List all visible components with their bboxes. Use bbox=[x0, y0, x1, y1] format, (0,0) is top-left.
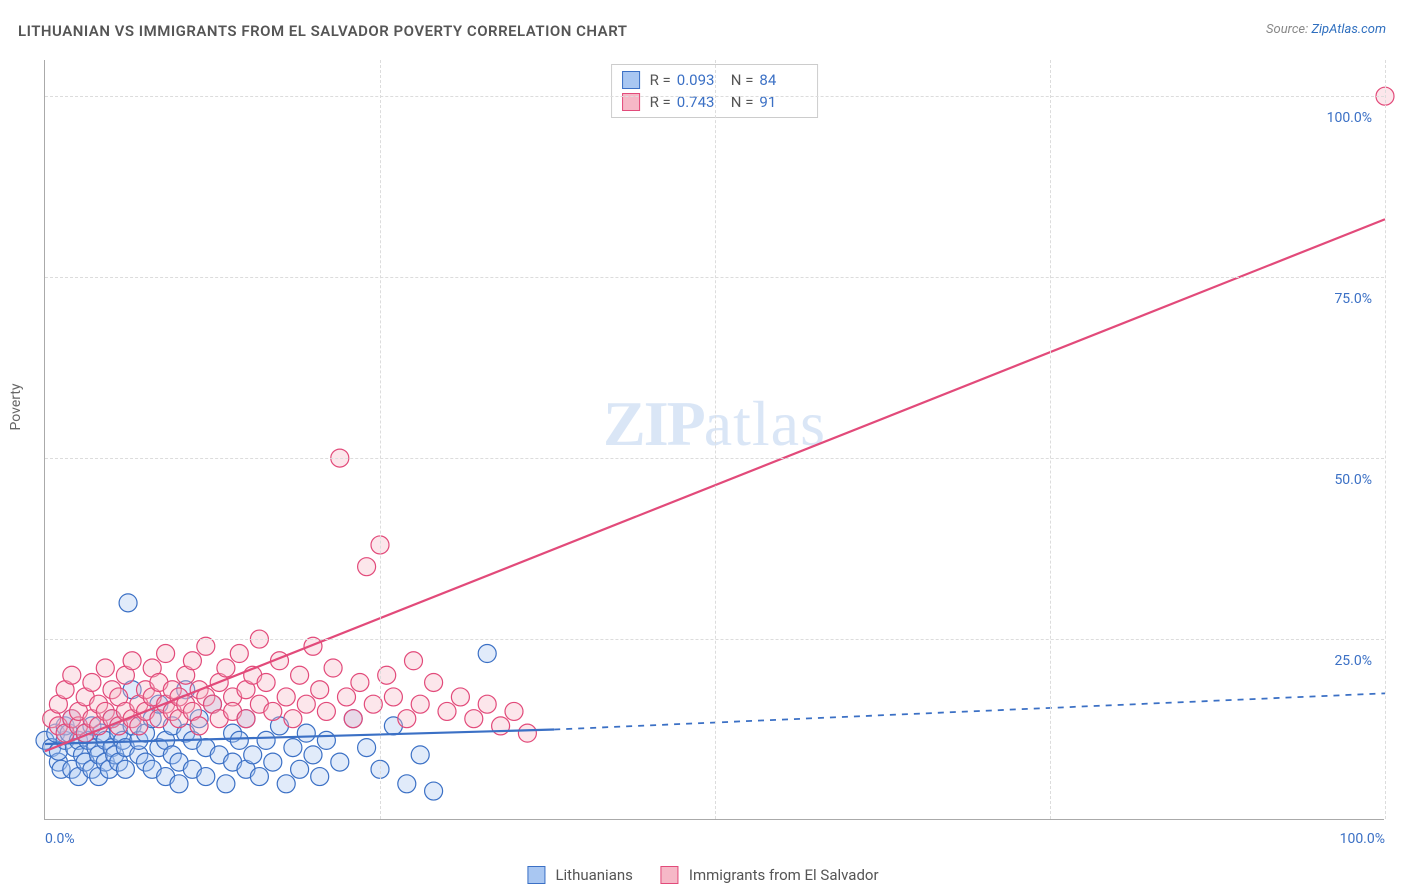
scatter-point-lithuanians bbox=[425, 782, 443, 800]
scatter-point-lithuanians bbox=[311, 768, 329, 786]
scatter-point-lithuanians bbox=[291, 760, 309, 778]
scatter-point-el-salvador bbox=[384, 688, 402, 706]
scatter-point-lithuanians bbox=[317, 731, 335, 749]
y-tick-label: 25.0% bbox=[1334, 653, 1372, 669]
scatter-point-lithuanians bbox=[411, 746, 429, 764]
stats-r-label: R = bbox=[650, 71, 671, 89]
scatter-point-lithuanians bbox=[284, 739, 302, 757]
gridline-v bbox=[1050, 60, 1051, 819]
scatter-point-el-salvador bbox=[338, 688, 356, 706]
scatter-point-el-salvador bbox=[324, 659, 342, 677]
scatter-point-el-salvador bbox=[284, 710, 302, 728]
scatter-point-el-salvador bbox=[358, 558, 376, 576]
scatter-point-el-salvador bbox=[311, 681, 329, 699]
chart-container: LITHUANIAN VS IMMIGRANTS FROM EL SALVADO… bbox=[0, 0, 1406, 892]
scatter-point-el-salvador bbox=[317, 702, 335, 720]
legend-swatch bbox=[661, 866, 679, 884]
scatter-point-el-salvador bbox=[411, 695, 429, 713]
regression-line-dash-lithuanians bbox=[554, 693, 1385, 729]
plot-area: ZIPatlas R =0.093N =84R =0.743N =91 25.0… bbox=[44, 60, 1384, 820]
legend-bottom: Lithuanians Immigrants from El Salvador bbox=[527, 866, 878, 884]
legend-label: Lithuanians bbox=[555, 866, 632, 884]
scatter-point-lithuanians bbox=[197, 768, 215, 786]
scatter-point-el-salvador bbox=[277, 688, 295, 706]
gridline-v bbox=[1385, 60, 1386, 819]
scatter-point-lithuanians bbox=[297, 724, 315, 742]
scatter-point-lithuanians bbox=[250, 768, 268, 786]
source-attribution: Source: ZipAtlas.com bbox=[1266, 22, 1386, 37]
scatter-point-el-salvador bbox=[425, 673, 443, 691]
scatter-point-lithuanians bbox=[398, 775, 416, 793]
scatter-point-el-salvador bbox=[264, 702, 282, 720]
scatter-point-el-salvador bbox=[183, 652, 201, 670]
scatter-point-lithuanians bbox=[264, 753, 282, 771]
scatter-point-el-salvador bbox=[291, 666, 309, 684]
scatter-point-el-salvador bbox=[465, 710, 483, 728]
y-tick-label: 50.0% bbox=[1334, 472, 1372, 488]
stats-n-label: N = bbox=[731, 71, 754, 89]
source-prefix: Source: bbox=[1266, 22, 1311, 37]
y-tick-label: 75.0% bbox=[1334, 291, 1372, 307]
scatter-point-lithuanians bbox=[244, 746, 262, 764]
scatter-point-el-salvador bbox=[217, 659, 235, 677]
legend-swatch bbox=[527, 866, 545, 884]
source-link[interactable]: ZipAtlas.com bbox=[1311, 22, 1386, 37]
scatter-point-el-salvador bbox=[96, 659, 114, 677]
scatter-point-el-salvador bbox=[451, 688, 469, 706]
gridline-v bbox=[380, 60, 381, 819]
scatter-point-el-salvador bbox=[257, 673, 275, 691]
x-tick-label: 0.0% bbox=[45, 831, 75, 847]
scatter-point-lithuanians bbox=[277, 775, 295, 793]
scatter-point-lithuanians bbox=[257, 731, 275, 749]
scatter-point-el-salvador bbox=[478, 695, 496, 713]
scatter-point-lithuanians bbox=[230, 731, 248, 749]
scatter-point-lithuanians bbox=[304, 746, 322, 764]
scatter-point-lithuanians bbox=[478, 645, 496, 663]
y-tick-label: 100.0% bbox=[1327, 110, 1372, 126]
scatter-point-el-salvador bbox=[405, 652, 423, 670]
scatter-point-el-salvador bbox=[398, 710, 416, 728]
scatter-point-lithuanians bbox=[331, 753, 349, 771]
stats-n-value: 84 bbox=[759, 71, 807, 89]
scatter-point-el-salvador bbox=[297, 695, 315, 713]
legend-label: Immigrants from El Salvador bbox=[689, 866, 879, 884]
gridline-v bbox=[715, 60, 716, 819]
scatter-point-lithuanians bbox=[170, 775, 188, 793]
scatter-point-el-salvador bbox=[123, 652, 141, 670]
scatter-point-el-salvador bbox=[237, 710, 255, 728]
legend-item: Lithuanians bbox=[527, 866, 632, 884]
scatter-point-el-salvador bbox=[351, 673, 369, 691]
y-axis-label: Poverty bbox=[8, 383, 24, 430]
scatter-point-el-salvador bbox=[518, 724, 536, 742]
stats-swatch bbox=[622, 71, 640, 89]
legend-item: Immigrants from El Salvador bbox=[661, 866, 879, 884]
scatter-point-lithuanians bbox=[217, 775, 235, 793]
scatter-point-el-salvador bbox=[438, 702, 456, 720]
scatter-point-el-salvador bbox=[190, 717, 208, 735]
scatter-point-el-salvador bbox=[344, 710, 362, 728]
stats-r-value: 0.093 bbox=[677, 71, 725, 89]
scatter-point-el-salvador bbox=[505, 702, 523, 720]
scatter-point-lithuanians bbox=[358, 739, 376, 757]
scatter-point-lithuanians bbox=[119, 594, 137, 612]
scatter-point-lithuanians bbox=[116, 760, 134, 778]
scatter-point-el-salvador bbox=[63, 666, 81, 684]
chart-title: LITHUANIAN VS IMMIGRANTS FROM EL SALVADO… bbox=[18, 22, 627, 40]
scatter-point-el-salvador bbox=[83, 673, 101, 691]
x-tick-label: 100.0% bbox=[1340, 831, 1385, 847]
scatter-point-el-salvador bbox=[157, 645, 175, 663]
scatter-point-el-salvador bbox=[230, 645, 248, 663]
